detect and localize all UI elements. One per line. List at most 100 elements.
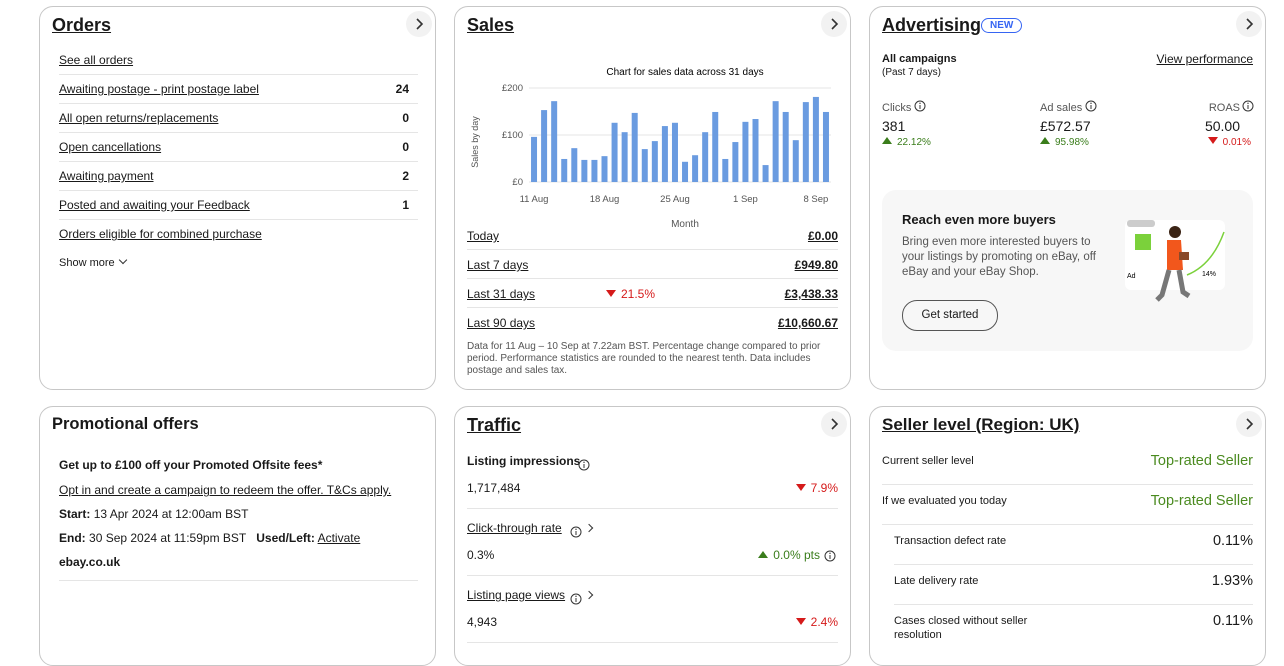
bar <box>792 140 799 182</box>
traffic-value: 0.3% <box>467 548 495 562</box>
view-performance[interactable]: View performance <box>1156 52 1254 66</box>
order-link[interactable]: Posted and awaiting your Feedback <box>59 198 250 212</box>
info-icon[interactable] <box>824 550 836 562</box>
advertising-chevron[interactable] <box>1236 11 1262 37</box>
traffic-value: 4,943 <box>467 615 498 629</box>
trend: 95.98% <box>1040 137 1089 148</box>
seller-level-title[interactable]: Seller level (Region: UK) <box>882 415 1080 434</box>
order-link[interactable]: Awaiting payment <box>59 169 154 183</box>
info-icon[interactable] <box>1085 100 1097 112</box>
seller-chevron[interactable] <box>1236 411 1262 437</box>
chart-title: Chart for sales data across 31 days <box>606 67 763 78</box>
divider <box>59 161 418 162</box>
promo-text: Bring even more interested buyers to you… <box>902 236 1096 278</box>
order-link[interactable]: Open cancellations <box>59 140 162 154</box>
seller-value: Top-rated Seller <box>1150 493 1253 509</box>
divider <box>59 103 418 104</box>
sales-value[interactable]: £0.00 <box>807 229 838 243</box>
traffic-chevron[interactable] <box>584 523 594 533</box>
bar <box>671 122 678 182</box>
seller-value: 0.11% <box>1212 533 1253 549</box>
info-icon[interactable] <box>570 593 582 605</box>
metric-label: ROAS <box>1208 102 1240 114</box>
promo-start: Start: 13 Apr 2024 at 12:00am BST <box>59 507 248 521</box>
trend-arrow <box>758 551 769 558</box>
promo-end: End: 30 Sep 2024 at 11:59pm BST Used/Lef… <box>59 531 360 545</box>
promotional-title: Promotional offers <box>52 415 199 433</box>
sales-title[interactable]: Sales <box>467 15 515 35</box>
bar <box>591 159 598 182</box>
divider <box>59 132 418 133</box>
seller-label: Cases closed without seller resolution <box>894 615 1028 641</box>
sales-card: Sales Chart for sales data across 31 day… <box>454 6 851 390</box>
advertising-card: Advertising NEW All campaigns (Past 7 da… <box>869 6 1266 390</box>
order-count: 2 <box>402 169 409 183</box>
divider <box>467 508 838 509</box>
trend-value: 0.0% pts <box>773 548 820 562</box>
sales-value[interactable]: £10,660.67 <box>777 316 838 330</box>
see-all-orders[interactable]: See all orders <box>59 53 134 67</box>
used-label: Used/Left: <box>256 531 315 545</box>
traffic-label: Listing impressions <box>467 454 581 468</box>
sales-period[interactable]: Last 7 days <box>467 258 529 272</box>
start-date: 13 Apr 2024 at 12:00am BST <box>93 507 249 521</box>
bar <box>742 121 749 182</box>
bar <box>772 101 779 182</box>
show-more[interactable]: Show more <box>59 257 115 269</box>
sales-chevron[interactable] <box>821 11 847 37</box>
period: (Past 7 days) <box>882 67 941 78</box>
order-link[interactable]: All open returns/replacements <box>59 111 219 125</box>
bar <box>551 101 558 182</box>
divider <box>894 564 1253 565</box>
orders-title[interactable]: Orders <box>52 15 112 35</box>
bar <box>752 119 759 182</box>
info-icon[interactable] <box>578 459 590 471</box>
orders-card: Orders See all orders Awaiting postage -… <box>39 6 436 390</box>
seller-value: Top-rated Seller <box>1150 453 1253 469</box>
metric-value: £572.57 <box>1040 118 1091 134</box>
bar <box>621 132 628 182</box>
advertising-title[interactable]: Advertising <box>882 15 982 35</box>
start-label: Start: <box>59 507 91 521</box>
bar <box>762 165 769 182</box>
bar <box>581 159 588 182</box>
art-percent: 14% <box>1202 271 1216 278</box>
orders-chevron[interactable] <box>406 11 432 37</box>
seller-level-card: Seller level (Region: UK) Current seller… <box>869 406 1266 666</box>
sales-period[interactable]: Today <box>467 229 500 243</box>
y-axis-label: Sales by day <box>470 116 480 168</box>
activate-link[interactable]: Activate <box>317 531 361 545</box>
trend-value: 2.4% <box>810 615 838 629</box>
seller-value: 1.93% <box>1211 573 1253 589</box>
show-more-chevron <box>118 255 128 265</box>
sales-period[interactable]: Last 90 days <box>467 316 536 330</box>
sales-footnote: Data for 11 Aug – 10 Sep at 7.22am BST. … <box>467 341 821 376</box>
bar <box>812 96 819 182</box>
sales-period[interactable]: Last 31 days <box>467 287 536 301</box>
seller-label: Late delivery rate <box>894 575 979 587</box>
new-badge: NEW <box>981 18 1023 33</box>
sales-value[interactable]: £3,438.33 <box>784 287 838 301</box>
info-icon[interactable] <box>914 100 926 112</box>
info-icon[interactable] <box>1242 100 1254 112</box>
get-started-button[interactable]: Get started <box>902 300 998 331</box>
metric-value: 50.00 <box>1204 118 1240 134</box>
y-tick-label: £0 <box>512 177 523 188</box>
info-icon[interactable] <box>570 526 582 538</box>
metric-value: 381 <box>882 118 906 134</box>
order-link[interactable]: Orders eligible for combined purchase <box>59 227 262 241</box>
all-campaigns: All campaigns <box>882 53 957 65</box>
trend-arrow <box>882 137 892 144</box>
traffic-title[interactable]: Traffic <box>467 415 522 435</box>
bar <box>541 110 548 182</box>
x-tick-label: 11 Aug <box>520 194 549 205</box>
traffic-label[interactable]: Listing page views <box>467 588 566 602</box>
traffic-label[interactable]: Click-through rate <box>467 521 562 535</box>
traffic-chevron[interactable] <box>584 590 594 600</box>
sales-value[interactable]: £949.80 <box>794 258 838 272</box>
promo-link[interactable]: Opt in and create a campaign to redeem t… <box>59 483 392 497</box>
divider <box>882 524 1253 525</box>
trend-arrow <box>1207 137 1218 144</box>
order-link[interactable]: Awaiting postage - print postage label <box>59 82 259 96</box>
traffic-chevron[interactable] <box>821 411 847 437</box>
